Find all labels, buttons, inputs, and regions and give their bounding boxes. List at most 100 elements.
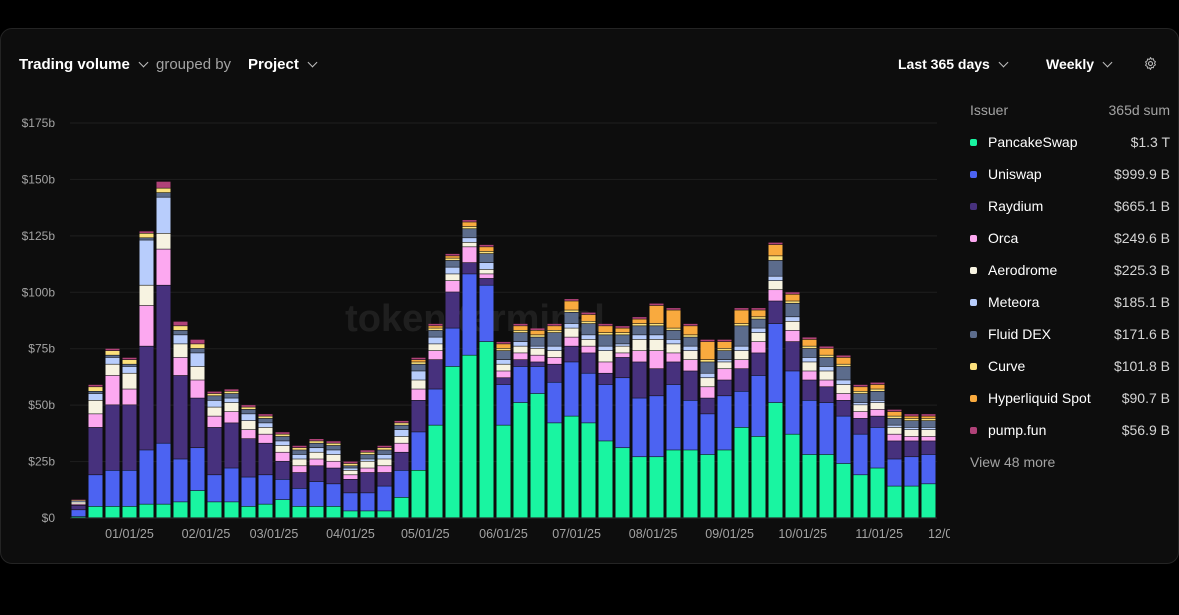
bar-segment[interactable] (921, 416, 936, 419)
bar-segment[interactable] (292, 488, 307, 507)
bar-segment[interactable] (734, 346, 749, 351)
bar-segment[interactable] (173, 357, 188, 376)
bar-segment[interactable] (411, 371, 426, 380)
bar-segment[interactable] (326, 461, 341, 468)
bar-segment[interactable] (768, 260, 783, 276)
bar-segment[interactable] (275, 499, 290, 518)
bar-segment[interactable] (513, 346, 528, 353)
bar-segment[interactable] (156, 249, 171, 285)
bar-segment[interactable] (802, 380, 817, 401)
bar-segment[interactable] (921, 414, 936, 416)
bar-segment[interactable] (768, 244, 783, 256)
bar-segment[interactable] (275, 436, 290, 441)
bar-segment[interactable] (751, 436, 766, 518)
bar-segment[interactable] (241, 414, 256, 421)
bar-segment[interactable] (785, 330, 800, 342)
bar-segment[interactable] (887, 425, 902, 428)
bar-segment[interactable] (445, 328, 460, 367)
bar-segment[interactable] (870, 382, 885, 385)
bar-segment[interactable] (700, 362, 715, 373)
bar-segment[interactable] (139, 346, 154, 450)
bar-segment[interactable] (564, 362, 579, 416)
bar-segment[interactable] (717, 396, 732, 450)
bar-segment[interactable] (105, 348, 120, 351)
bar-segment[interactable] (309, 452, 324, 459)
bar-segment[interactable] (547, 350, 562, 358)
bar-segment[interactable] (275, 452, 290, 461)
bar-segment[interactable] (785, 321, 800, 331)
bar-segment[interactable] (71, 499, 86, 501)
bar-segment[interactable] (445, 292, 460, 328)
bar-segment[interactable] (122, 470, 137, 507)
bar-segment[interactable] (683, 360, 698, 371)
bar-segment[interactable] (530, 337, 545, 346)
bar-segment[interactable] (173, 502, 188, 518)
bar-segment[interactable] (513, 323, 528, 326)
bar-segment[interactable] (224, 423, 239, 468)
bar-segment[interactable] (819, 371, 834, 380)
bar-segment[interactable] (258, 414, 273, 416)
bar-segment[interactable] (598, 346, 613, 351)
bar-segment[interactable] (139, 231, 154, 233)
bar-segment[interactable] (751, 319, 766, 328)
bar-segment[interactable] (496, 384, 511, 425)
bar-segment[interactable] (411, 432, 426, 470)
bar-segment[interactable] (904, 486, 919, 518)
bar-segment[interactable] (904, 416, 919, 419)
bar-segment[interactable] (700, 341, 715, 360)
bar-segment[interactable] (530, 330, 545, 335)
bar-segment[interactable] (207, 400, 222, 407)
bar-segment[interactable] (207, 416, 222, 428)
bar-segment[interactable] (802, 337, 817, 340)
bar-segment[interactable] (496, 425, 511, 518)
bar-segment[interactable] (71, 502, 86, 504)
bar-segment[interactable] (71, 516, 86, 518)
bar-segment[interactable] (496, 364, 511, 371)
bar-segment[interactable] (615, 346, 630, 353)
bar-segment[interactable] (649, 396, 664, 457)
bar-segment[interactable] (564, 337, 579, 346)
bar-segment[interactable] (513, 332, 528, 342)
bar-segment[interactable] (309, 459, 324, 466)
bar-segment[interactable] (581, 346, 596, 353)
bar-segment[interactable] (326, 443, 341, 446)
bar-segment[interactable] (462, 274, 477, 355)
bar-segment[interactable] (581, 323, 596, 335)
legend-item[interactable]: Fluid DEX $171.6 B (970, 324, 1170, 344)
bar-segment[interactable] (666, 328, 681, 331)
bar-segment[interactable] (513, 366, 528, 403)
bar-segment[interactable] (241, 477, 256, 507)
bar-segment[interactable] (445, 274, 460, 281)
bar-segment[interactable] (666, 450, 681, 518)
bar-segment[interactable] (547, 423, 562, 518)
bar-segment[interactable] (496, 378, 511, 385)
bar-segment[interactable] (394, 497, 409, 518)
bar-segment[interactable] (326, 441, 341, 443)
bar-segment[interactable] (530, 366, 545, 394)
bar-segment[interactable] (377, 445, 392, 448)
bar-segment[interactable] (785, 301, 800, 303)
group-dropdown[interactable]: Project (248, 54, 318, 74)
bar-segment[interactable] (717, 350, 732, 360)
bar-segment[interactable] (887, 434, 902, 441)
bar-segment[interactable] (530, 362, 545, 367)
bar-segment[interactable] (122, 373, 137, 389)
bar-segment[interactable] (241, 405, 256, 407)
bar-segment[interactable] (428, 425, 443, 518)
bar-segment[interactable] (479, 262, 494, 270)
bar-segment[interactable] (700, 339, 715, 342)
bar-segment[interactable] (683, 326, 698, 335)
bar-segment[interactable] (479, 253, 494, 263)
bar-segment[interactable] (717, 369, 732, 380)
bar-segment[interactable] (462, 238, 477, 243)
bar-segment[interactable] (632, 319, 647, 324)
bar-segment[interactable] (258, 423, 273, 428)
bar-segment[interactable] (734, 310, 749, 324)
bar-segment[interactable] (666, 362, 681, 385)
bar-segment[interactable] (122, 357, 137, 360)
bar-segment[interactable] (547, 332, 562, 346)
bar-segment[interactable] (207, 396, 222, 401)
bar-segment[interactable] (887, 409, 902, 412)
bar-segment[interactable] (88, 400, 103, 414)
bar-segment[interactable] (122, 389, 137, 405)
